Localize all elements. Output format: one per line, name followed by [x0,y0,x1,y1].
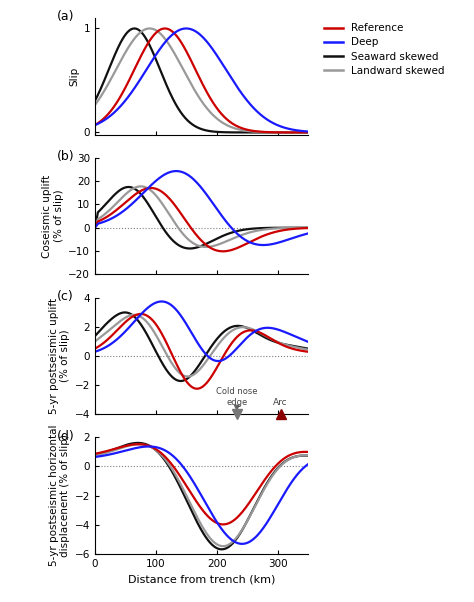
Text: Cold nose
edge: Cold nose edge [216,388,257,407]
Y-axis label: Coseismic uplift
(% of slip): Coseismic uplift (% of slip) [42,175,64,258]
Y-axis label: 5-yr postseismic uplift
(% of slip): 5-yr postseismic uplift (% of slip) [49,298,71,414]
Y-axis label: 5-yr postseismic horizontal
displacenent (% of slip): 5-yr postseismic horizontal displacenent… [49,425,71,566]
Y-axis label: Slip: Slip [69,67,79,86]
Text: Arc: Arc [273,398,288,407]
Legend: Reference, Deep, Seaward skewed, Landward skewed: Reference, Deep, Seaward skewed, Landwar… [324,23,445,76]
Text: (a): (a) [56,10,74,23]
Text: (b): (b) [56,150,74,163]
Text: (d): (d) [56,430,74,442]
Text: (c): (c) [56,290,73,303]
X-axis label: Distance from trench (km): Distance from trench (km) [128,574,275,585]
